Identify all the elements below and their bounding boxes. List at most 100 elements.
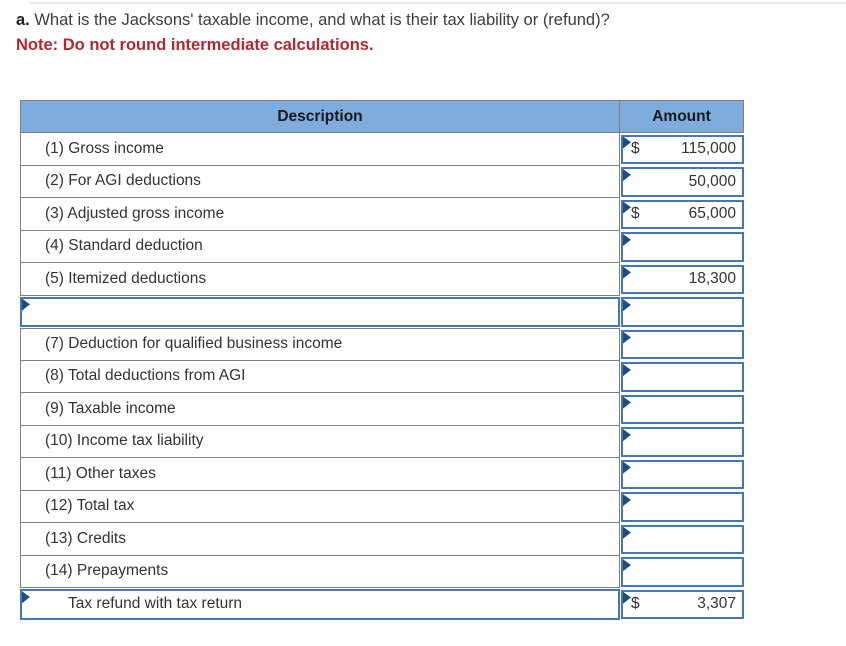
amount-input[interactable] [621,557,744,587]
table-row: (10) Income tax liability [20,425,744,459]
amount-cell [620,556,744,589]
amount-input[interactable] [621,524,744,555]
description-cell: (12) Total tax [20,490,620,524]
amount-cell [620,328,744,361]
table-row: (3) Adjusted gross income $65,000 [20,198,744,231]
description-input[interactable] [20,296,620,328]
amount-input[interactable]: $3,307 [621,589,744,620]
cell-marker-icon [623,266,631,279]
amount-input[interactable] [621,232,744,262]
amount-cell: 18,300 [620,263,744,296]
cell-marker-icon [623,526,631,539]
description-label: (7) Deduction for qualified business inc… [45,335,343,353]
question-body: What is the Jacksons' taxable income, an… [29,11,610,29]
table-row: (4) Standard deduction [20,230,744,264]
description-cell [20,295,620,329]
amount-input[interactable] [621,394,744,425]
description-cell: (1) Gross income [20,133,620,166]
currency-symbol: $ [631,205,640,223]
tax-worksheet-table: Description Amount (1) Gross income $115,… [20,100,744,621]
amount-cell: $3,307 [620,588,744,621]
table-header-row: Description Amount [20,100,744,133]
amount-cell [620,393,744,426]
table-row: (14) Prepayments [20,555,744,589]
column-header-amount: Amount [620,100,744,133]
description-cell: (3) Adjusted gross income [20,198,620,231]
description-label: (13) Credits [45,529,126,547]
amount-input[interactable]: 50,000 [621,167,744,197]
cell-marker-icon [22,298,30,311]
description-label: (8) Total deductions from AGI [45,367,246,385]
amount-cell [620,491,744,524]
currency-symbol: $ [631,140,640,158]
amount-input[interactable] [621,459,744,490]
amount-value: 18,300 [688,270,736,288]
table-row [20,295,744,329]
amount-input[interactable]: $65,000 [621,199,744,230]
table-body: (1) Gross income $115,000 (2) For AGI dedu… [20,133,744,621]
description-label: (5) Itemized deductions [45,269,207,287]
description-cell: (11) Other taxes [20,458,620,491]
description-cell: Tax refund with tax return [20,588,620,621]
description-cell: (14) Prepayments [20,555,620,589]
column-header-description: Description [20,100,620,133]
table-row: (1) Gross income $115,000 [20,133,744,166]
amount-input[interactable] [621,329,744,360]
amount-input[interactable] [621,362,744,392]
note-text: Note: Do not round intermediate calculat… [16,36,374,54]
cell-marker-icon [623,396,631,409]
amount-cell: $65,000 [620,198,744,231]
amount-input[interactable]: $115,000 [621,134,744,165]
description-cell: (9) Taxable income [20,393,620,426]
description-label: (4) Standard deduction [45,237,203,255]
amount-cell [620,523,744,556]
cell-marker-icon [623,364,631,377]
description-label: (2) For AGI deductions [45,172,201,190]
amount-cell [620,361,744,394]
table-row: (12) Total tax [20,490,744,524]
table-row: (5) Itemized deductions 18,300 [20,263,744,296]
amount-value: 115,000 [681,140,736,158]
cell-marker-icon [623,299,631,312]
amount-value: 3,307 [697,595,736,613]
description-label: (14) Prepayments [45,562,169,580]
description-label: Tax refund with tax return [68,595,243,613]
description-label: (12) Total tax [45,497,135,515]
cell-marker-icon [623,559,631,572]
amount-cell: 50,000 [620,166,744,199]
amount-input[interactable] [621,297,744,327]
description-cell: (2) For AGI deductions [20,165,620,199]
cell-marker-icon [623,169,631,182]
cell-marker-icon [22,591,30,604]
amount-input[interactable]: 18,300 [621,264,744,295]
amount-cell [620,458,744,491]
cell-marker-icon [623,429,631,442]
table-row: (2) For AGI deductions 50,000 [20,165,744,199]
cell-marker-icon [623,591,631,604]
description-label: (9) Taxable income [45,399,176,417]
description-cell: (4) Standard deduction [20,230,620,264]
amount-cell [620,426,744,459]
description-input[interactable]: Tax refund with tax return [20,589,620,620]
cell-marker-icon [623,331,631,344]
table-row: (8) Total deductions from AGI [20,360,744,394]
question-text: a. What is the Jacksons' taxable income,… [16,8,610,32]
description-label: (3) Adjusted gross income [45,204,225,222]
amount-cell [620,296,744,329]
description-cell: (10) Income tax liability [20,425,620,459]
description-cell: (13) Credits [20,523,620,556]
amount-value: 50,000 [688,172,736,190]
table-row: (7) Deduction for qualified business inc… [20,328,744,361]
amount-cell [620,231,744,264]
amount-input[interactable] [621,492,744,522]
cell-marker-icon [623,461,631,474]
table-row: (13) Credits [20,523,744,556]
amount-input[interactable] [621,427,744,457]
cell-marker-icon [623,201,631,214]
description-label: (11) Other taxes [45,464,156,482]
amount-value: 65,000 [688,205,736,223]
description-label: (1) Gross income [45,139,164,157]
amount-cell: $115,000 [620,133,744,166]
cell-marker-icon [623,234,631,247]
